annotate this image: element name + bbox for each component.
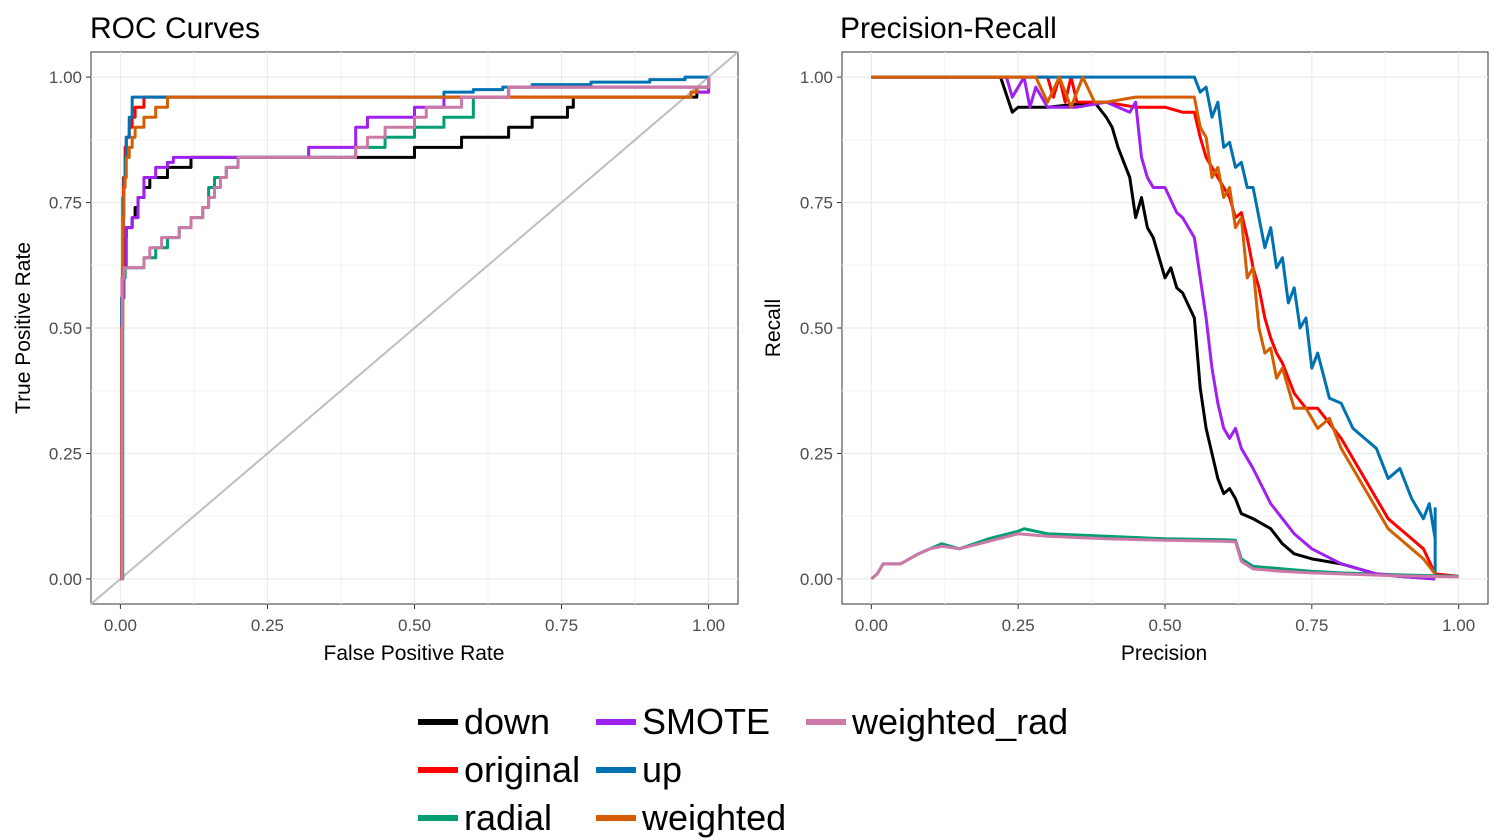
roc-y-ticks: 0.00 0.25 0.50 0.75 1.00 <box>49 68 91 589</box>
series-line-smote <box>871 75 1436 581</box>
x-tick-label: 0.50 <box>398 616 431 635</box>
series-line-up <box>871 75 1437 574</box>
pr-grid <box>842 52 1488 604</box>
legend-item-original: original <box>418 749 580 790</box>
pr-series-group <box>870 75 1459 581</box>
legend: down original radial SMOTE up weighted weighte… <box>418 701 1068 838</box>
series-line-weighted <box>120 77 711 581</box>
legend-item-smote: SMOTE <box>596 701 770 742</box>
y-tick-label: 0.75 <box>49 194 82 213</box>
x-tick-label: 0.50 <box>1148 616 1181 635</box>
y-tick-label: 1.00 <box>49 68 82 87</box>
y-tick-label: 0.75 <box>800 194 833 213</box>
pr-title: Precision-Recall <box>840 12 1057 45</box>
legend-label: radial <box>464 797 552 838</box>
roc-x-ticks: 0.00 0.25 0.50 0.75 1.00 <box>104 604 725 635</box>
legend-item-down: down <box>418 701 550 742</box>
roc-y-axis-label: True Positive Rate <box>12 242 35 414</box>
pr-y-ticks: 0.00 0.25 0.50 0.75 1.00 <box>800 68 842 589</box>
y-tick-label: 0.25 <box>800 444 833 463</box>
y-tick-label: 0.00 <box>49 570 82 589</box>
pr-panel: Precision-Recall 0.00 0.25 0.50 0.75 1.00 0.… <box>762 12 1489 665</box>
x-tick-label: 0.00 <box>104 616 137 635</box>
series-line-weighted <box>871 75 1437 575</box>
legend-item-up: up <box>596 749 682 790</box>
pr-y-axis-label: Recall <box>762 299 785 357</box>
x-tick-label: 0.25 <box>251 616 284 635</box>
legend-label: original <box>464 749 580 790</box>
x-tick-label: 0.75 <box>545 616 578 635</box>
x-tick-label: 1.00 <box>1442 616 1475 635</box>
series-line-down <box>871 75 1436 581</box>
pr-x-ticks: 0.00 0.25 0.50 0.75 1.00 <box>855 604 1475 635</box>
y-tick-label: 0.00 <box>800 570 833 589</box>
legend-item-radial: radial <box>418 797 552 838</box>
legend-label: SMOTE <box>642 701 770 742</box>
y-tick-label: 0.50 <box>49 319 82 338</box>
pr-x-axis-label: Precision <box>1121 642 1207 665</box>
legend-item-weighted: weighted <box>596 797 786 838</box>
y-tick-label: 1.00 <box>800 68 833 87</box>
roc-x-axis-label: False Positive Rate <box>324 642 505 665</box>
x-tick-label: 1.00 <box>692 616 725 635</box>
roc-reference-line <box>90 51 739 605</box>
x-tick-label: 0.75 <box>1295 616 1328 635</box>
diagonal-reference-line <box>90 51 739 605</box>
x-tick-label: 0.25 <box>1002 616 1035 635</box>
roc-panel: ROC Curves 0.00 0.25 0.50 0.75 1.00 0.00 0.25… <box>12 12 739 665</box>
legend-label: weighted_rad <box>851 701 1068 742</box>
y-tick-label: 0.25 <box>49 444 82 463</box>
y-tick-label: 0.50 <box>800 319 833 338</box>
x-tick-label: 0.00 <box>855 616 888 635</box>
series-line-weighted_rad <box>120 77 711 581</box>
legend-item-weighted_rad: weighted_rad <box>806 701 1068 742</box>
roc-title: ROC Curves <box>90 12 260 45</box>
roc-series-group <box>120 75 711 581</box>
legend-label: down <box>464 701 550 742</box>
legend-label: weighted <box>641 797 786 838</box>
legend-label: up <box>642 749 682 790</box>
series-line-weighted_rad <box>870 532 1459 581</box>
